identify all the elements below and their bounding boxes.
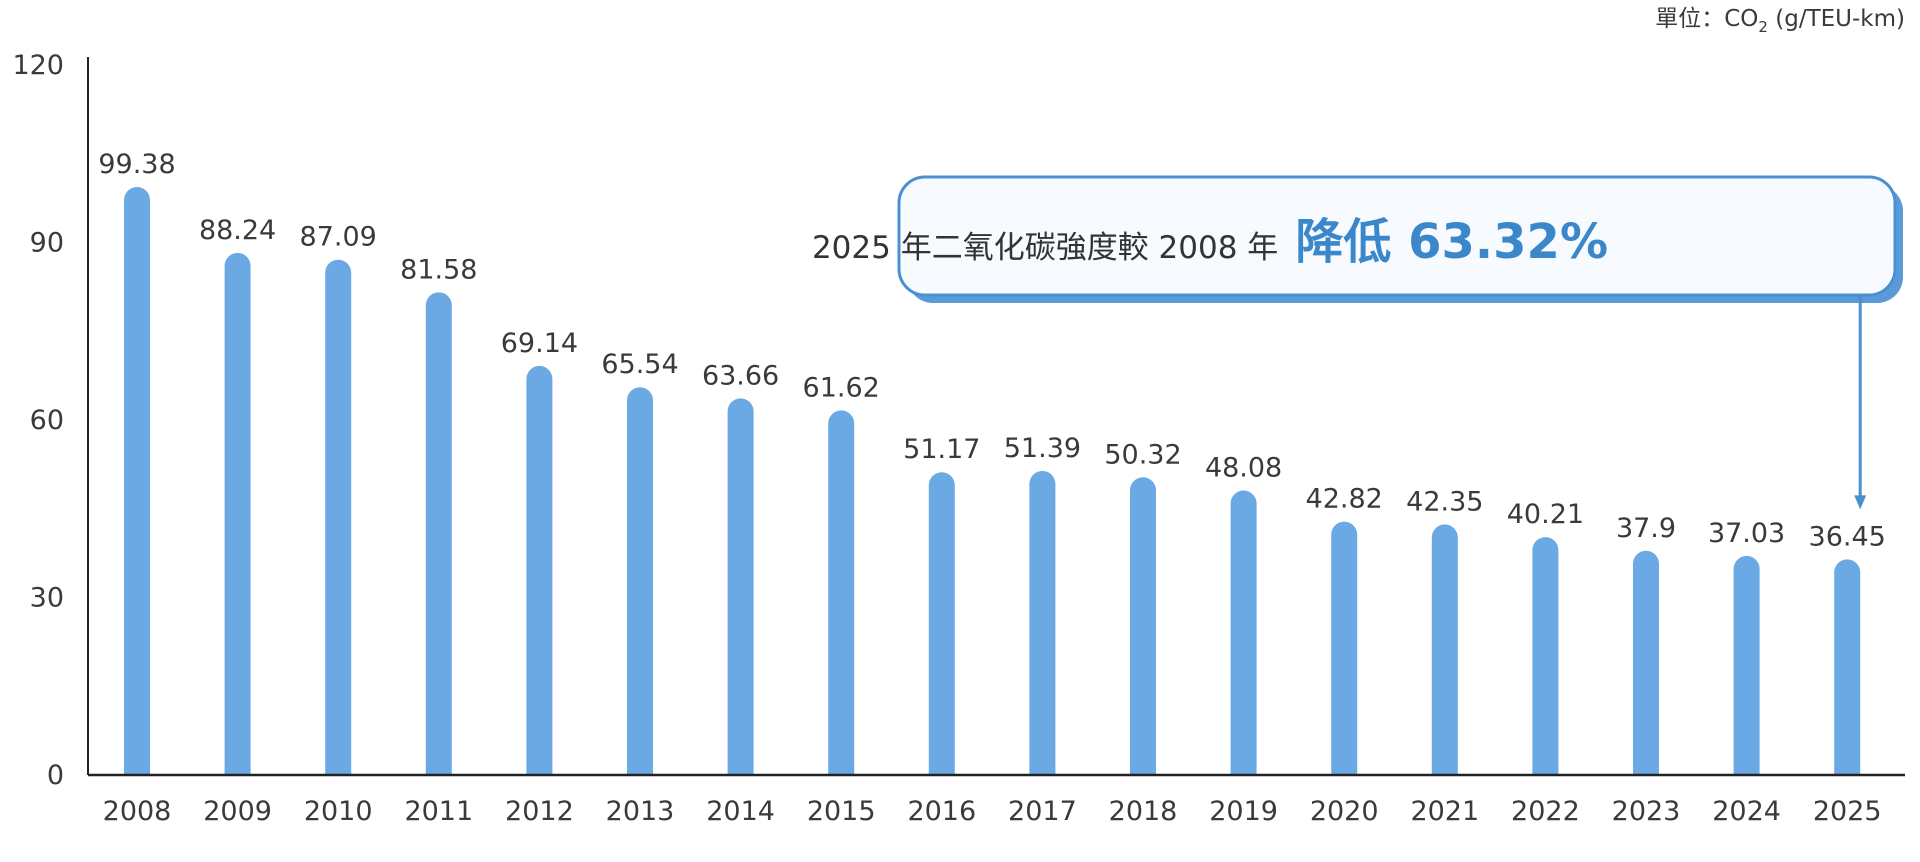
callout-highlight: 降低 63.32% xyxy=(1295,214,1608,270)
value-label-2011: 81.58 xyxy=(400,254,477,285)
x-tick-label-2022: 2022 xyxy=(1511,796,1580,827)
value-label-2008: 99.38 xyxy=(98,149,175,180)
x-tick-label-2016: 2016 xyxy=(907,796,976,827)
x-tick-label-2021: 2021 xyxy=(1410,796,1479,827)
y-tick-label: 30 xyxy=(30,583,64,614)
unit-suffix: (g/TEU-km) xyxy=(1768,6,1905,32)
value-label-2023: 37.9 xyxy=(1616,513,1676,544)
bars-group xyxy=(124,187,1861,776)
callout-box xyxy=(897,175,1897,297)
bar-2014 xyxy=(727,398,754,775)
x-tick-label-2019: 2019 xyxy=(1209,796,1278,827)
value-label-2025: 36.45 xyxy=(1809,521,1886,552)
bar-2019 xyxy=(1230,490,1257,775)
x-tick-label-2024: 2024 xyxy=(1712,796,1781,827)
x-tick-label-2017: 2017 xyxy=(1008,796,1077,827)
y-tick-label: 90 xyxy=(30,228,64,259)
value-label-2018: 50.32 xyxy=(1104,439,1181,470)
bar-2020 xyxy=(1331,521,1358,775)
value-label-2024: 37.03 xyxy=(1708,518,1785,549)
x-tick-label-2025: 2025 xyxy=(1813,796,1882,827)
value-label-2017: 51.39 xyxy=(1004,433,1081,464)
bar-2025 xyxy=(1834,559,1861,775)
unit-subscript: 2 xyxy=(1758,18,1768,36)
unit-label: 單位：CO2 (g/TEU-km) xyxy=(1655,6,1905,36)
x-tick-label-2018: 2018 xyxy=(1109,796,1178,827)
bar-2012 xyxy=(526,365,553,775)
x-tick-label-2014: 2014 xyxy=(706,796,775,827)
x-tick-label-2011: 2011 xyxy=(404,796,473,827)
value-labels-group: 99.38 88.24 87.09 81.58 69.14 65.54 63.66 61.62… xyxy=(98,149,1885,552)
value-label-2021: 42.35 xyxy=(1406,486,1483,517)
x-tick-label-2009: 2009 xyxy=(203,796,272,827)
y-tick-label: 120 xyxy=(12,50,64,81)
bar-2018 xyxy=(1130,477,1156,775)
callout-text: 2025 年二氧化碳強度較 2008 年 xyxy=(812,230,1278,266)
value-label-2022: 40.21 xyxy=(1507,499,1584,530)
y-tick-label: 0 xyxy=(47,760,64,791)
bar-2008 xyxy=(124,187,150,776)
x-axis: 2008 2009 2010 2011 2012 2013 2014 2015 2016 2017… xyxy=(88,773,1905,827)
x-tick-label-2013: 2013 xyxy=(606,796,675,827)
value-label-2009: 88.24 xyxy=(199,215,276,246)
bar-2011 xyxy=(425,292,452,775)
callout-sentence: 2025 年二氧化碳強度較 2008 年 降低 63.32% xyxy=(812,214,1608,270)
bar-2017 xyxy=(1029,470,1056,775)
bar-2024 xyxy=(1733,555,1760,775)
reduction-callout: 2025 年二氧化碳強度較 2008 年 降低 63.32% xyxy=(812,175,1903,510)
x-tick-label-2020: 2020 xyxy=(1310,796,1379,827)
x-tick-label-2012: 2012 xyxy=(505,796,574,827)
x-tick-label-2008: 2008 xyxy=(103,796,172,827)
y-tick-label: 60 xyxy=(30,405,64,436)
x-tick-label-2015: 2015 xyxy=(807,796,876,827)
bar-2015 xyxy=(828,410,855,775)
bar-2023 xyxy=(1633,550,1659,775)
value-label-2016: 51.17 xyxy=(903,434,980,465)
value-label-2015: 61.62 xyxy=(803,372,880,403)
bar-2009 xyxy=(224,252,251,775)
x-tick-label-2023: 2023 xyxy=(1612,796,1681,827)
value-label-2020: 42.82 xyxy=(1306,484,1383,515)
value-label-2014: 63.66 xyxy=(702,360,779,391)
value-label-2010: 87.09 xyxy=(300,222,377,253)
value-label-2019: 48.08 xyxy=(1205,453,1282,484)
y-axis: 0 30 60 90 120 xyxy=(12,50,89,791)
value-label-2013: 65.54 xyxy=(601,349,678,380)
x-tick-label-2010: 2010 xyxy=(304,796,373,827)
bar-2022 xyxy=(1532,537,1559,775)
bar-2021 xyxy=(1431,524,1458,775)
bar-2010 xyxy=(325,259,352,775)
bar-2016 xyxy=(928,472,955,775)
bar-2013 xyxy=(627,387,653,775)
value-label-2012: 69.14 xyxy=(501,328,578,359)
callout-arrow-head xyxy=(1854,495,1867,510)
unit-prefix: 單位：CO xyxy=(1655,6,1758,32)
